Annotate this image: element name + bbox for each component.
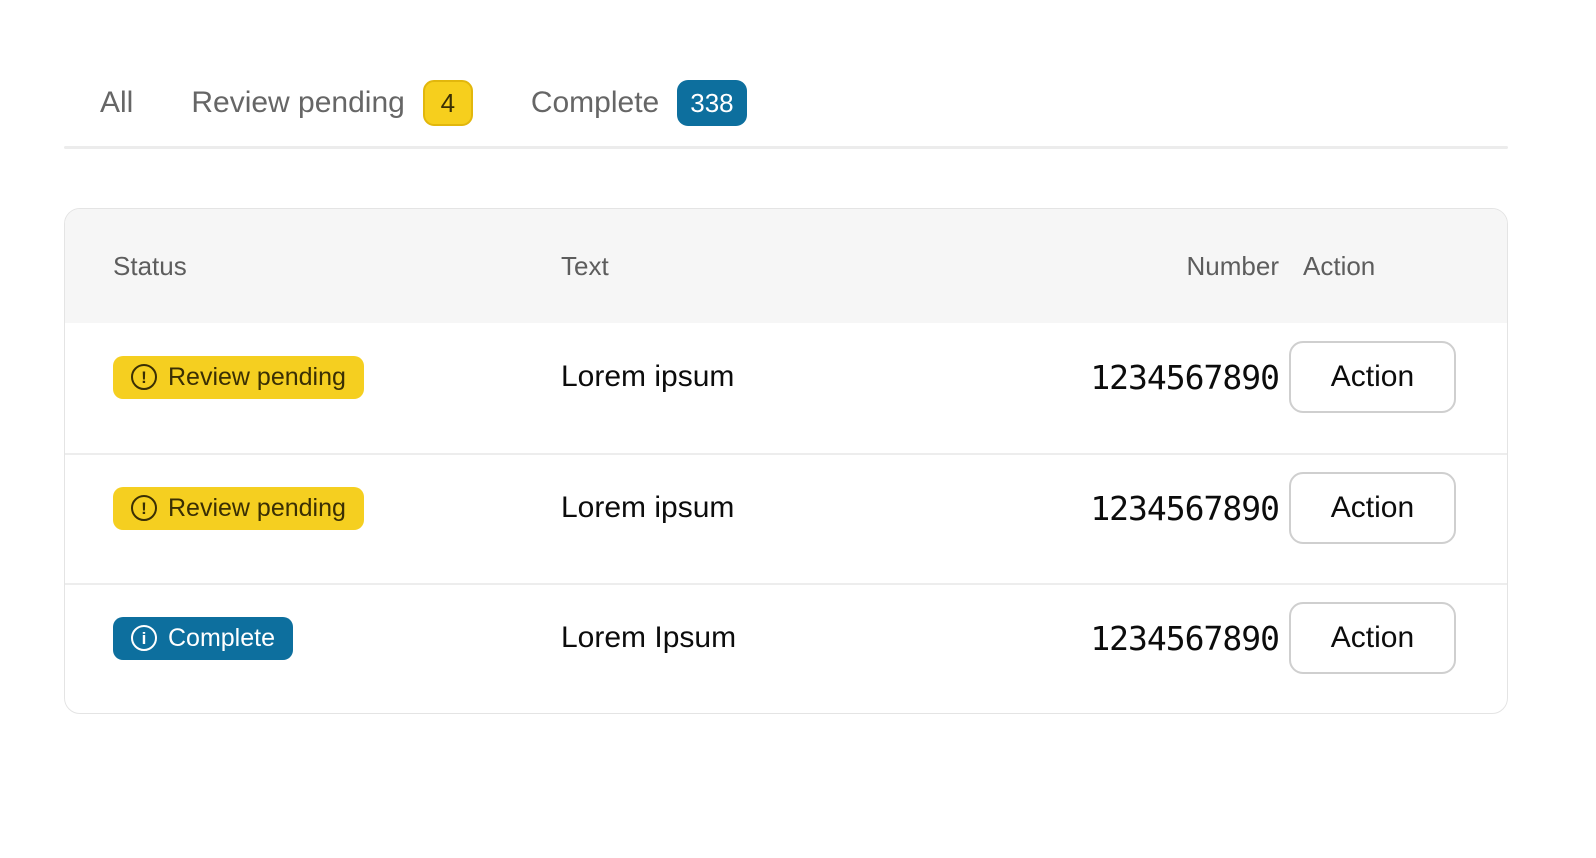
info-circle-icon: i bbox=[131, 625, 157, 651]
page-content: All Review pending 4 Complete 338 Status… bbox=[64, 80, 1508, 714]
row-number: 1234567890 bbox=[1090, 357, 1280, 397]
tab-review-pending-count-badge: 4 bbox=[422, 80, 473, 126]
action-cell: Action bbox=[1279, 602, 1459, 674]
column-header-text: Text bbox=[561, 250, 609, 281]
tabs-divider bbox=[64, 146, 1508, 149]
exclamation-circle-icon: ! bbox=[131, 364, 157, 390]
table-row: i Complete Lorem Ipsum 1234567890 Action bbox=[65, 583, 1507, 713]
action-button[interactable]: Action bbox=[1289, 341, 1456, 413]
status-badge-complete: i Complete bbox=[113, 616, 293, 660]
status-badge-review-pending: ! Review pending bbox=[113, 486, 364, 530]
action-button[interactable]: Action bbox=[1289, 602, 1456, 674]
action-cell: Action bbox=[1279, 472, 1459, 544]
tab-review-pending[interactable]: Review pending 4 bbox=[191, 80, 473, 126]
row-number: 1234567890 bbox=[1090, 618, 1280, 658]
status-cell: i Complete bbox=[113, 616, 561, 660]
status-badge-label: Complete bbox=[168, 623, 275, 652]
status-badge-review-pending: ! Review pending bbox=[113, 355, 364, 399]
row-text: Lorem ipsum bbox=[561, 491, 735, 524]
table-header: Status Text Number Action bbox=[65, 209, 1507, 323]
filter-tabs: All Review pending 4 Complete 338 bbox=[64, 80, 1508, 126]
tab-complete-label: Complete bbox=[530, 86, 660, 119]
tab-complete-count-badge: 338 bbox=[677, 80, 747, 126]
table-card: Status Text Number Action ! Review pendi… bbox=[64, 208, 1508, 714]
row-text: Lorem ipsum bbox=[561, 360, 735, 393]
tab-all[interactable]: All bbox=[100, 86, 133, 120]
table-row: ! Review pending Lorem ipsum 1234567890 … bbox=[65, 453, 1507, 583]
action-cell: Action bbox=[1279, 341, 1459, 413]
column-header-number: Number bbox=[1186, 250, 1279, 281]
action-button[interactable]: Action bbox=[1289, 472, 1456, 544]
table-row: ! Review pending Lorem ipsum 1234567890 … bbox=[65, 323, 1507, 453]
status-cell: ! Review pending bbox=[113, 486, 561, 530]
tab-all-label: All bbox=[100, 86, 134, 119]
status-badge-label: Review pending bbox=[168, 362, 346, 391]
status-cell: ! Review pending bbox=[113, 355, 561, 399]
tab-complete[interactable]: Complete 338 bbox=[531, 80, 747, 126]
column-header-status: Status bbox=[113, 250, 187, 281]
tab-review-pending-label: Review pending bbox=[191, 86, 405, 119]
column-header-action: Action bbox=[1303, 250, 1376, 281]
exclamation-circle-icon: ! bbox=[131, 495, 157, 521]
row-text: Lorem Ipsum bbox=[561, 621, 737, 654]
status-badge-label: Review pending bbox=[168, 493, 346, 522]
row-number: 1234567890 bbox=[1090, 488, 1280, 528]
